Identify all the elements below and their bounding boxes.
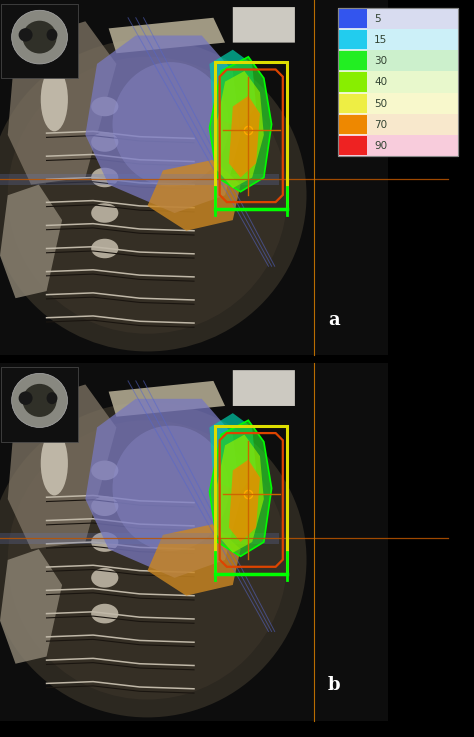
Polygon shape — [0, 184, 62, 298]
Ellipse shape — [91, 97, 118, 116]
Text: 40: 40 — [374, 77, 387, 88]
Ellipse shape — [91, 532, 118, 552]
Bar — [338, 8, 458, 156]
Ellipse shape — [46, 29, 57, 41]
Ellipse shape — [12, 374, 67, 427]
Bar — [338, 135, 458, 156]
Bar — [0, 533, 279, 544]
Bar — [339, 72, 367, 91]
Ellipse shape — [8, 420, 287, 699]
Ellipse shape — [18, 28, 33, 41]
Bar — [339, 30, 367, 49]
Bar — [338, 8, 458, 156]
Bar — [339, 115, 367, 134]
Bar — [0, 363, 388, 721]
Ellipse shape — [91, 132, 118, 152]
Ellipse shape — [0, 402, 307, 717]
Polygon shape — [147, 160, 241, 231]
Ellipse shape — [91, 239, 118, 258]
Text: 50: 50 — [374, 99, 387, 108]
Ellipse shape — [91, 568, 118, 587]
Ellipse shape — [112, 62, 229, 186]
Bar — [339, 9, 367, 28]
Polygon shape — [109, 381, 225, 416]
Ellipse shape — [41, 68, 68, 131]
Bar — [338, 71, 458, 93]
FancyBboxPatch shape — [233, 370, 295, 406]
FancyBboxPatch shape — [233, 7, 295, 43]
Bar — [339, 94, 367, 113]
Polygon shape — [210, 57, 272, 192]
Ellipse shape — [41, 431, 68, 495]
Ellipse shape — [91, 461, 118, 481]
Bar — [339, 136, 367, 155]
Text: 70: 70 — [374, 119, 387, 130]
Ellipse shape — [18, 391, 33, 405]
Bar — [1, 366, 78, 441]
Polygon shape — [210, 413, 256, 492]
Text: 5: 5 — [374, 14, 381, 24]
Polygon shape — [229, 460, 260, 542]
Bar — [338, 93, 458, 113]
Ellipse shape — [22, 21, 57, 54]
Ellipse shape — [91, 203, 118, 223]
Polygon shape — [8, 385, 117, 549]
Bar — [338, 113, 458, 135]
Ellipse shape — [0, 39, 307, 352]
Bar — [0, 174, 279, 184]
Polygon shape — [85, 399, 241, 578]
Polygon shape — [229, 96, 260, 178]
Text: 90: 90 — [374, 141, 387, 151]
Polygon shape — [8, 21, 117, 184]
Polygon shape — [147, 524, 241, 595]
Polygon shape — [217, 435, 264, 553]
Polygon shape — [217, 71, 264, 188]
Bar — [339, 52, 367, 71]
Ellipse shape — [91, 496, 118, 516]
Ellipse shape — [46, 392, 57, 404]
Ellipse shape — [8, 57, 287, 334]
Bar — [338, 8, 458, 29]
Polygon shape — [85, 35, 241, 213]
Ellipse shape — [91, 604, 118, 624]
Ellipse shape — [12, 10, 67, 64]
Bar — [215, 426, 287, 574]
Ellipse shape — [22, 384, 57, 417]
Polygon shape — [210, 420, 272, 556]
Text: a: a — [328, 310, 339, 329]
Polygon shape — [109, 18, 225, 53]
Text: 30: 30 — [374, 56, 387, 66]
Bar — [215, 62, 287, 209]
Polygon shape — [210, 49, 256, 128]
Bar — [338, 50, 458, 71]
Text: 15: 15 — [374, 35, 387, 45]
Bar — [338, 29, 458, 50]
Ellipse shape — [91, 168, 118, 187]
Bar — [1, 4, 78, 78]
Text: b: b — [328, 677, 340, 694]
Ellipse shape — [112, 426, 229, 551]
Polygon shape — [0, 549, 62, 664]
Bar — [0, 0, 388, 355]
